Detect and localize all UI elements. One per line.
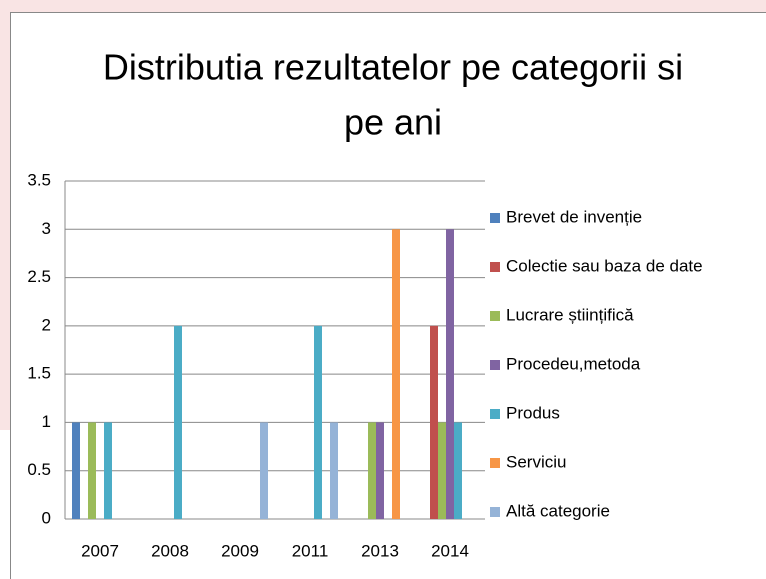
- y-tick-label: 3.5: [27, 170, 51, 189]
- legend-label: Produs: [506, 403, 560, 422]
- legend-swatch: [490, 409, 500, 419]
- legend-swatch: [490, 507, 500, 517]
- page-strip: [0, 0, 10, 430]
- x-tick-label: 2013: [361, 541, 399, 560]
- y-tick-label: 3: [42, 219, 51, 238]
- bar: [104, 422, 112, 519]
- x-tick-label: 2007: [81, 541, 119, 560]
- bar: [446, 229, 454, 520]
- legend-label: Brevet de invenție: [506, 207, 642, 226]
- bar: [314, 325, 322, 519]
- chart-title: Distributia rezultatelor pe categorii si: [103, 47, 683, 88]
- y-tick-label: 1: [42, 412, 51, 431]
- y-tick-label: 0.5: [27, 460, 51, 479]
- page-strip: [0, 0, 766, 12]
- x-tick-label: 2009: [221, 541, 259, 560]
- bar: [438, 422, 446, 519]
- bar: [430, 325, 438, 519]
- y-tick-label: 0: [42, 508, 51, 527]
- bar: [174, 325, 182, 519]
- chart-frame: [10, 12, 766, 579]
- bar: [392, 229, 400, 520]
- x-tick-label: 2014: [431, 541, 469, 560]
- bar: [72, 422, 80, 519]
- legend-swatch: [490, 262, 500, 272]
- legend-swatch: [490, 311, 500, 321]
- y-tick-label: 2: [42, 315, 51, 334]
- legend-swatch: [490, 213, 500, 223]
- legend-swatch: [490, 360, 500, 370]
- legend-swatch: [490, 458, 500, 468]
- y-tick-label: 1.5: [27, 364, 51, 383]
- bar: [260, 422, 268, 519]
- legend-label: Serviciu: [506, 452, 566, 471]
- x-tick-label: 2008: [151, 541, 189, 560]
- legend-label: Colectie sau baza de date: [506, 256, 703, 275]
- bar: [368, 422, 376, 519]
- bar: [376, 422, 384, 519]
- legend-label: Altă categorie: [506, 501, 610, 520]
- chart-title: pe ani: [344, 102, 442, 143]
- bar: [454, 422, 462, 519]
- legend-label: Procedeu,metoda: [506, 354, 641, 373]
- x-tick-label: 2011: [292, 541, 329, 560]
- bar: [88, 422, 96, 519]
- bar: [330, 422, 338, 519]
- y-tick-label: 2.5: [27, 267, 51, 286]
- legend-label: Lucrare științifică: [506, 305, 634, 324]
